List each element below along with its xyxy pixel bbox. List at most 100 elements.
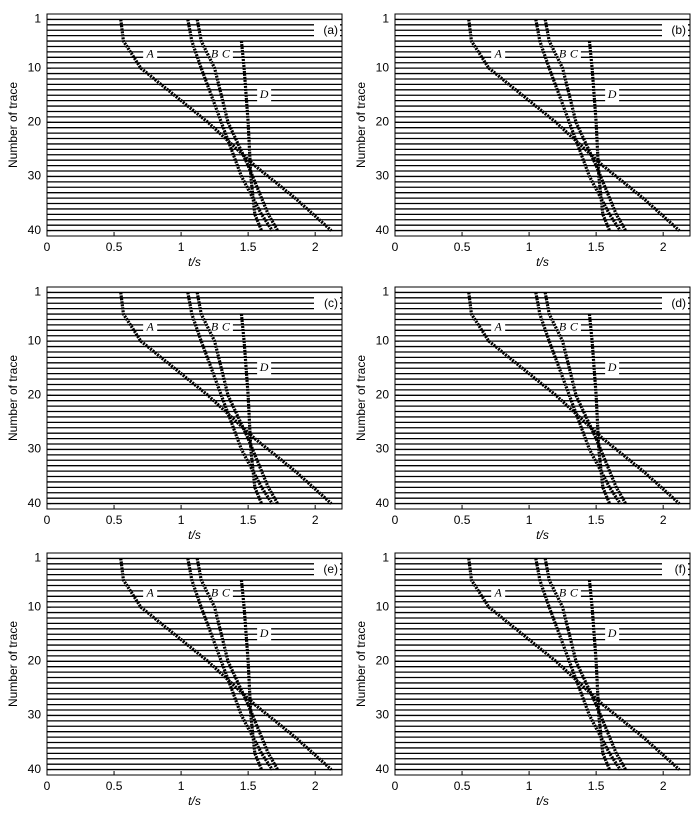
event-label-bg xyxy=(605,627,620,642)
event-label: D xyxy=(259,87,269,101)
event-label: D xyxy=(259,360,269,374)
y-tick-label: 20 xyxy=(28,653,42,667)
y-tick-label: 30 xyxy=(28,442,42,456)
event-label: C xyxy=(570,585,579,599)
y-axis-label: Number of trace xyxy=(6,621,20,707)
x-tick-label: 0 xyxy=(44,779,51,793)
event-label-bg xyxy=(555,320,570,335)
y-axis-label: Number of trace xyxy=(354,355,368,441)
y-tick-label: 1 xyxy=(382,12,389,26)
x-tick-label: 0.5 xyxy=(106,240,123,254)
plot-frame xyxy=(46,13,343,237)
x-tick-label: 1 xyxy=(526,513,533,527)
event-label: C xyxy=(222,319,231,333)
event-curve xyxy=(239,579,264,771)
event-label-bg xyxy=(257,361,272,376)
x-tick-label: 0 xyxy=(392,779,399,793)
event-label-bg xyxy=(257,88,272,103)
x-tick-label: 0.5 xyxy=(454,513,471,527)
y-tick-label: 1 xyxy=(34,551,41,565)
event-label-bg xyxy=(218,586,233,601)
x-tick-label: 0 xyxy=(392,513,399,527)
x-axis-label: t/s xyxy=(536,794,549,808)
x-tick-label: 2 xyxy=(660,240,667,254)
x-tick-label: 1.5 xyxy=(588,779,605,793)
panel: A B C D (d) 0 0.5 1 1.5 2 1 10 20 30 40 t/s Number of tr… xyxy=(354,285,691,542)
event-label-bg xyxy=(555,586,570,601)
y-tick-label: 30 xyxy=(376,442,390,456)
y-axis-label: Number of trace xyxy=(6,82,20,168)
x-tick-label: 0.5 xyxy=(454,779,471,793)
x-tick-label: 1.5 xyxy=(588,513,605,527)
panel-label: (d) xyxy=(671,296,686,310)
event-curve xyxy=(534,558,622,771)
y-tick-label: 40 xyxy=(376,223,390,237)
event-label: B xyxy=(559,319,567,333)
event-label-bg xyxy=(555,47,570,62)
event-curve xyxy=(467,558,681,771)
x-axis-label: t/s xyxy=(536,528,549,542)
panel-label: (e) xyxy=(323,562,338,576)
y-tick-label: 20 xyxy=(376,387,390,401)
event-curve xyxy=(186,292,274,505)
event-label: C xyxy=(222,46,231,60)
plot-frame xyxy=(394,13,691,237)
event-label: A xyxy=(145,585,154,599)
plot-frame xyxy=(394,552,691,776)
panel: A B C D (c) 0 0.5 1 1.5 2 1 10 20 30 40 t/s Number of tr… xyxy=(6,285,343,542)
y-axis-label: Number of trace xyxy=(354,621,368,707)
event-label-bg xyxy=(491,586,506,601)
panel-label-bg xyxy=(314,297,340,311)
y-tick-label: 30 xyxy=(28,708,42,722)
panel-label-bg xyxy=(314,563,340,577)
event-label: D xyxy=(259,626,269,640)
x-tick-label: 2 xyxy=(312,240,319,254)
y-tick-label: 1 xyxy=(34,285,41,299)
event-label: B xyxy=(211,585,219,599)
event-label-bg xyxy=(207,320,222,335)
event-label: A xyxy=(493,319,502,333)
event-label: A xyxy=(145,319,154,333)
plot-frame xyxy=(46,286,343,510)
y-tick-label: 1 xyxy=(382,551,389,565)
event-curve xyxy=(467,19,681,232)
panel: A B C D (a) 0 0.5 1 1.5 2 1 10 20 30 40 t/s Number of tr… xyxy=(6,12,343,269)
x-tick-label: 0.5 xyxy=(106,513,123,527)
x-axis-label: t/s xyxy=(188,794,201,808)
event-label: C xyxy=(222,585,231,599)
event-curve xyxy=(543,292,628,505)
y-tick-label: 40 xyxy=(376,496,390,510)
panel-label-bg xyxy=(662,563,688,577)
y-tick-label: 10 xyxy=(28,60,42,74)
event-label-bg xyxy=(491,47,506,62)
event-label-bg xyxy=(566,320,581,335)
event-label-bg xyxy=(566,586,581,601)
y-tick-label: 40 xyxy=(376,762,390,776)
event-label: B xyxy=(559,46,567,60)
y-tick-label: 10 xyxy=(376,333,390,347)
x-tick-label: 1.5 xyxy=(240,240,257,254)
plot-frame xyxy=(394,286,691,510)
x-tick-label: 1 xyxy=(526,779,533,793)
event-curve xyxy=(195,19,280,232)
y-tick-label: 1 xyxy=(382,285,389,299)
event-label-bg xyxy=(257,627,272,642)
y-axis-label: Number of trace xyxy=(354,82,368,168)
event-curve xyxy=(587,579,612,771)
x-tick-label: 0.5 xyxy=(454,240,471,254)
event-label-bg xyxy=(207,586,222,601)
event-label-bg xyxy=(491,320,506,335)
event-label-bg xyxy=(605,88,620,103)
y-tick-label: 20 xyxy=(376,114,390,128)
event-curve xyxy=(543,19,628,232)
event-label: D xyxy=(607,626,617,640)
event-label-bg xyxy=(143,586,158,601)
x-tick-label: 1 xyxy=(178,779,185,793)
event-curve xyxy=(467,292,681,505)
x-tick-label: 0 xyxy=(44,513,51,527)
x-tick-label: 1 xyxy=(178,513,185,527)
panel-label: (f) xyxy=(675,562,686,576)
x-tick-label: 2 xyxy=(312,513,319,527)
event-curve xyxy=(119,292,333,505)
event-label: D xyxy=(607,87,617,101)
